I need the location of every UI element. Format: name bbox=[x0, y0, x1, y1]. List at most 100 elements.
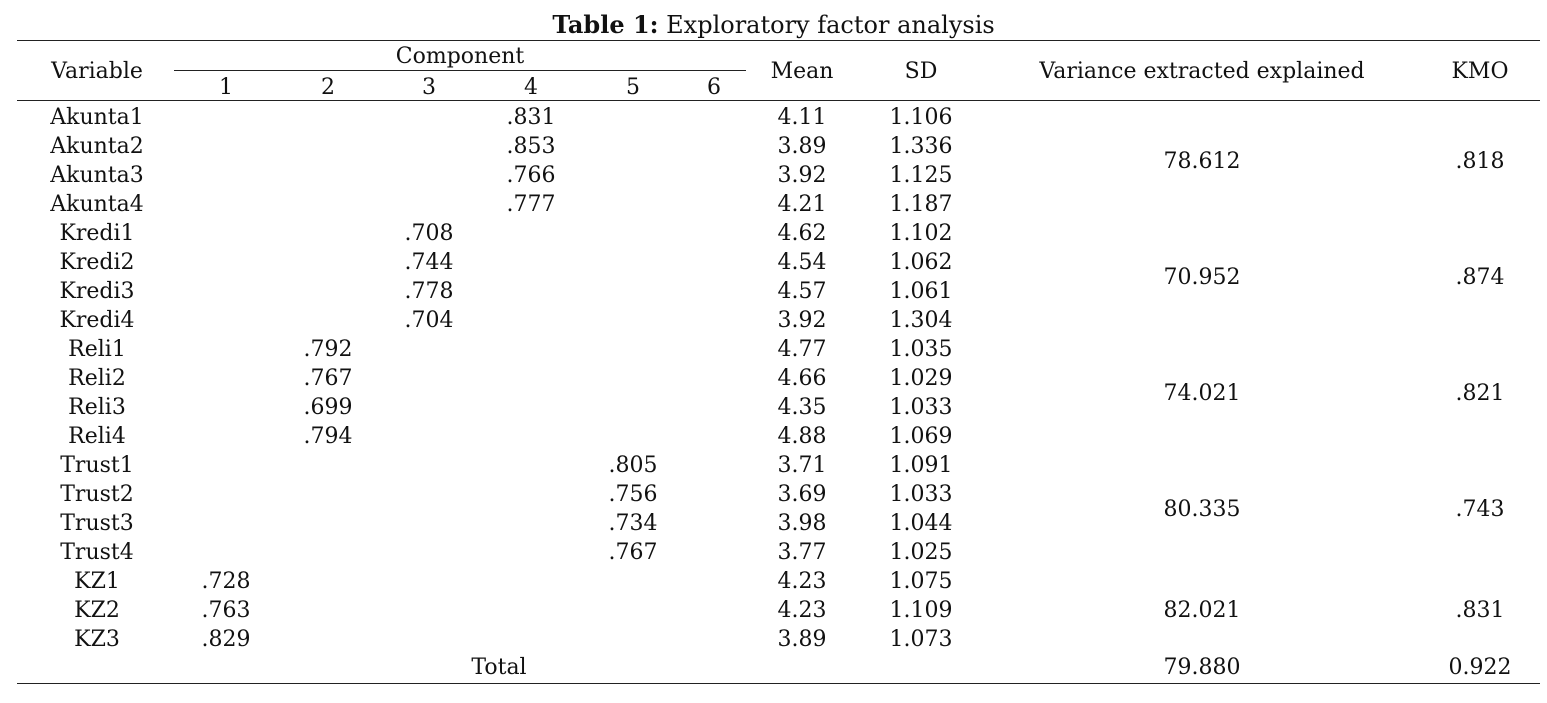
loading-component-2: .699 bbox=[303, 395, 353, 420]
header-component-3: 3 bbox=[422, 75, 436, 100]
loading-component-2: .792 bbox=[303, 337, 353, 362]
mean-value: 3.89 bbox=[777, 627, 827, 652]
loading-component-4: .831 bbox=[506, 105, 556, 130]
loading-component-4: .766 bbox=[506, 163, 556, 188]
mean-value: 3.98 bbox=[777, 511, 827, 536]
variable-name: Kredi4 bbox=[59, 308, 135, 333]
sd-value: 1.109 bbox=[889, 598, 953, 623]
mean-value: 4.21 bbox=[777, 192, 827, 217]
bottom-rule bbox=[17, 683, 1540, 684]
loading-component-4: .777 bbox=[506, 192, 556, 217]
sd-value: 1.336 bbox=[889, 134, 953, 159]
loading-component-5: .734 bbox=[608, 511, 658, 536]
kmo-value: .743 bbox=[1455, 496, 1505, 522]
header-component-6: 6 bbox=[707, 75, 721, 100]
table-caption-label: Table 1: bbox=[552, 10, 659, 39]
component-underline bbox=[174, 70, 746, 71]
mean-value: 4.35 bbox=[777, 395, 827, 420]
sd-value: 1.062 bbox=[889, 250, 953, 275]
mean-value: 4.77 bbox=[777, 337, 827, 362]
mean-value: 3.89 bbox=[777, 134, 827, 159]
sd-value: 1.044 bbox=[889, 511, 953, 536]
variable-name: KZ2 bbox=[74, 598, 120, 623]
sd-value: 1.073 bbox=[889, 627, 953, 652]
variable-name: Kredi2 bbox=[59, 250, 135, 275]
variable-name: Reli3 bbox=[68, 395, 126, 420]
mean-value: 4.23 bbox=[777, 598, 827, 623]
kmo-value: .818 bbox=[1455, 148, 1505, 174]
mean-value: 4.54 bbox=[777, 250, 827, 275]
header-component: Component bbox=[395, 44, 525, 69]
loading-component-3: .708 bbox=[404, 221, 454, 246]
top-rule bbox=[17, 40, 1540, 41]
sd-value: 1.035 bbox=[889, 337, 953, 362]
kmo-value: .831 bbox=[1455, 598, 1505, 623]
header-component-5: 5 bbox=[626, 75, 640, 100]
mean-value: 3.92 bbox=[777, 308, 827, 333]
variable-name: Reli4 bbox=[68, 424, 126, 449]
sd-value: 1.125 bbox=[889, 163, 953, 188]
mean-value: 3.69 bbox=[777, 482, 827, 507]
sd-value: 1.187 bbox=[889, 192, 953, 217]
kmo-value: .821 bbox=[1455, 380, 1505, 406]
loading-component-1: .763 bbox=[201, 598, 251, 623]
header-component-2: 2 bbox=[321, 75, 335, 100]
variable-name: Trust1 bbox=[60, 453, 134, 478]
table-caption: Table 1: Exploratory factor analysis bbox=[0, 8, 1547, 42]
loading-component-1: .829 bbox=[201, 627, 251, 652]
variable-name: Kredi3 bbox=[59, 279, 135, 304]
loading-component-2: .794 bbox=[303, 424, 353, 449]
variance-value: 78.612 bbox=[1163, 148, 1241, 174]
kmo-value: .874 bbox=[1455, 264, 1505, 290]
loading-component-2: .767 bbox=[303, 366, 353, 391]
header-sd: SD bbox=[904, 59, 938, 84]
total-variance: 79.880 bbox=[1163, 655, 1241, 680]
loading-component-5: .756 bbox=[608, 482, 658, 507]
mean-value: 4.62 bbox=[777, 221, 827, 246]
variable-name: Akunta3 bbox=[50, 163, 144, 188]
sd-value: 1.033 bbox=[889, 482, 953, 507]
sd-value: 1.102 bbox=[889, 221, 953, 246]
variable-name: Kredi1 bbox=[59, 221, 135, 246]
header-component-1: 1 bbox=[219, 75, 233, 100]
mean-value: 3.92 bbox=[777, 163, 827, 188]
variance-value: 70.952 bbox=[1163, 264, 1241, 290]
variable-name: Trust4 bbox=[60, 540, 134, 565]
loading-component-1: .728 bbox=[201, 569, 251, 594]
mean-value: 4.23 bbox=[777, 569, 827, 594]
variance-value: 80.335 bbox=[1163, 496, 1241, 522]
header-rule bbox=[17, 100, 1540, 101]
header-component-4: 4 bbox=[524, 75, 538, 100]
header-variable: Variable bbox=[51, 59, 143, 84]
table-caption-title: Exploratory factor analysis bbox=[666, 11, 995, 39]
variable-name: Trust3 bbox=[60, 511, 134, 536]
total-kmo: 0.922 bbox=[1448, 655, 1512, 680]
header-variance: Variance extracted explained bbox=[1039, 59, 1365, 84]
mean-value: 4.57 bbox=[777, 279, 827, 304]
mean-value: 3.77 bbox=[777, 540, 827, 565]
variable-name: Reli1 bbox=[68, 337, 126, 362]
variable-name: Trust2 bbox=[60, 482, 134, 507]
sd-value: 1.091 bbox=[889, 453, 953, 478]
sd-value: 1.033 bbox=[889, 395, 953, 420]
variable-name: KZ3 bbox=[74, 627, 120, 652]
sd-value: 1.075 bbox=[889, 569, 953, 594]
loading-component-3: .704 bbox=[404, 308, 454, 333]
loading-component-3: .744 bbox=[404, 250, 454, 275]
loading-component-4: .853 bbox=[506, 134, 556, 159]
variable-name: KZ1 bbox=[74, 569, 120, 594]
header-mean: Mean bbox=[770, 59, 834, 84]
variable-name: Akunta2 bbox=[50, 134, 144, 159]
sd-value: 1.029 bbox=[889, 366, 953, 391]
header-kmo: KMO bbox=[1451, 59, 1509, 84]
variance-value: 74.021 bbox=[1163, 380, 1241, 406]
mean-value: 3.71 bbox=[777, 453, 827, 478]
sd-value: 1.304 bbox=[889, 308, 953, 333]
variable-name: Akunta4 bbox=[50, 192, 144, 217]
loading-component-5: .767 bbox=[608, 540, 658, 565]
total-label: Total bbox=[471, 655, 527, 680]
loading-component-5: .805 bbox=[608, 453, 658, 478]
mean-value: 4.88 bbox=[777, 424, 827, 449]
mean-value: 4.66 bbox=[777, 366, 827, 391]
sd-value: 1.025 bbox=[889, 540, 953, 565]
